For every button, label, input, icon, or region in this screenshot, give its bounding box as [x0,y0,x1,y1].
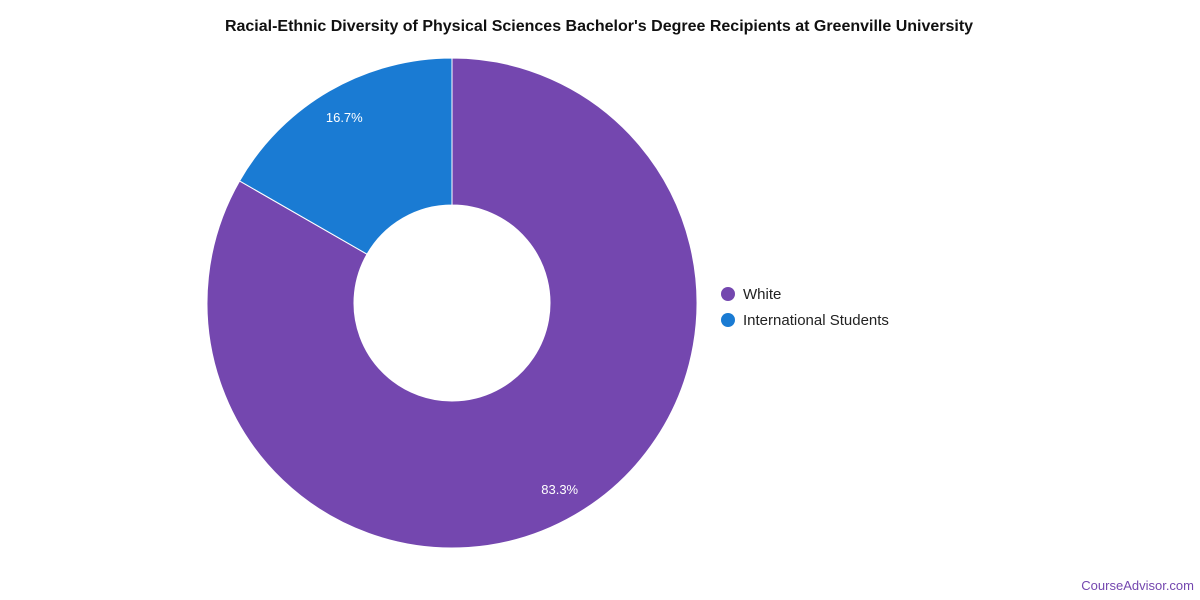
data-label: 16.7% [326,110,363,125]
chart-title: Racial-Ethnic Diversity of Physical Scie… [224,18,974,35]
legend-item-international-students[interactable]: International Students [721,307,889,333]
legend: White International Students [721,281,889,333]
slice-international-students[interactable] [238,57,453,255]
legend-label: White [743,285,782,303]
credit-link[interactable]: CourseAdvisor.com [1081,578,1194,593]
legend-label: International Students [743,311,889,329]
slice-white[interactable] [206,57,698,549]
legend-swatch-international [721,313,735,327]
legend-item-white[interactable]: White [721,281,889,307]
legend-swatch-white [721,287,735,301]
data-label: 83.3% [541,482,578,497]
